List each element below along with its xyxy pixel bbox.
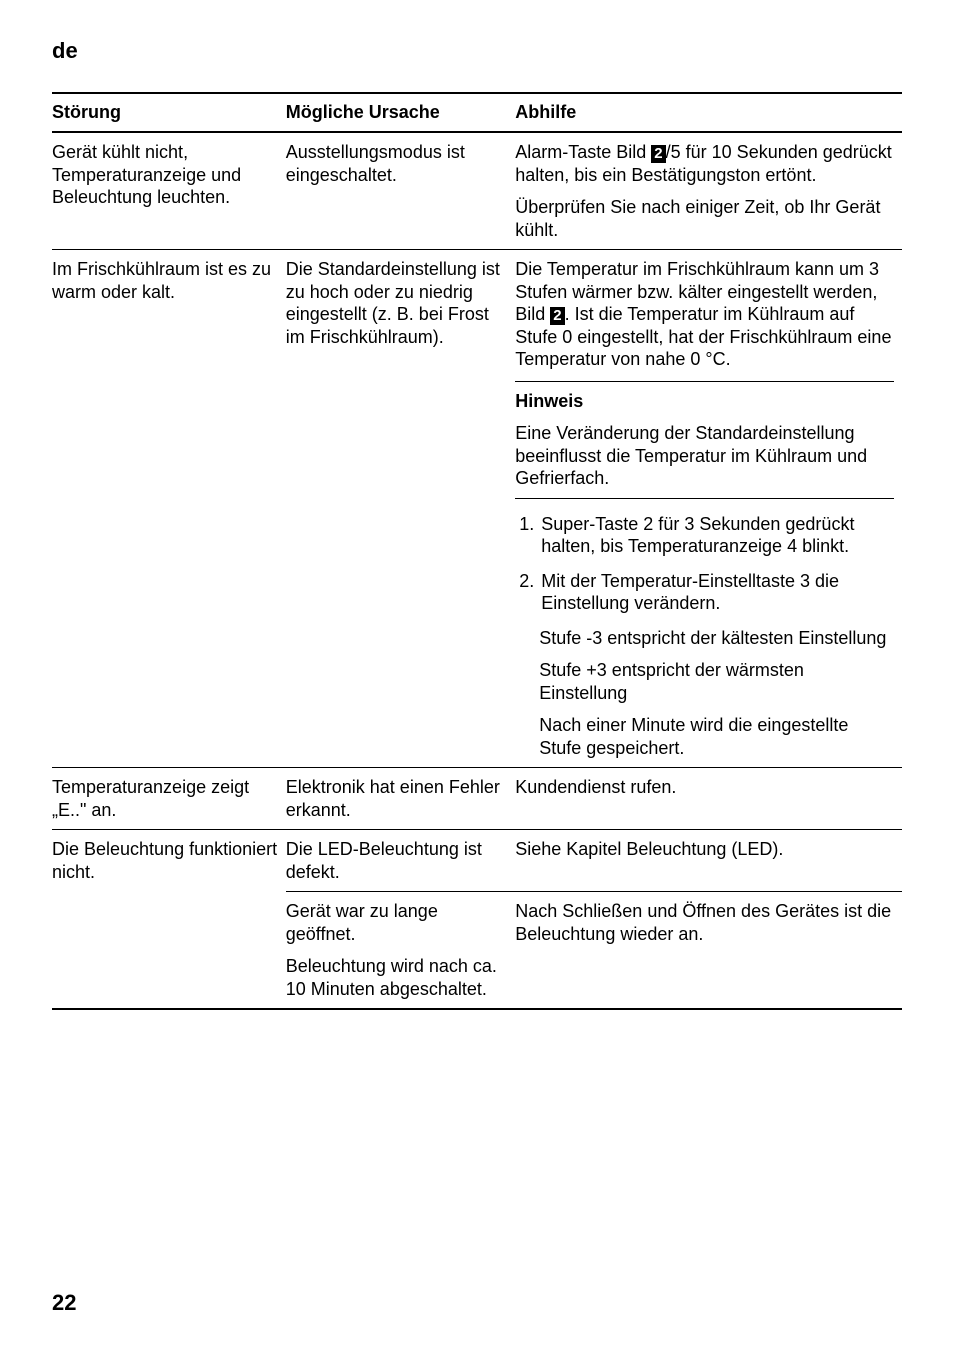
header-ursache: Mögliche Ursache [286,93,516,132]
header-stoerung: Störung [52,93,286,132]
cell-stoerung: Im Frischkühlraum ist es zu warm oder ka… [52,250,286,768]
hinweis-label: Hinweis [515,390,894,413]
cell-abhilfe: Kundendienst rufen. [515,768,902,830]
note-text: Stufe +3 entspricht der wärmsten Einstel… [515,659,894,704]
figure-badge: 2 [651,145,665,163]
header-abhilfe: Abhilfe [515,93,902,132]
text: Beleuchtung wird nach ca. 10 Minuten abg… [286,955,508,1000]
figure-badge: 2 [550,307,564,325]
cell-abhilfe: Die Temperatur im Frischkühlraum kann um… [515,250,902,768]
cell-stoerung: Temperaturanzeige zeigt „E.." an. [52,768,286,830]
cell-ursache: Die LED-Beleuchtung ist defekt. [286,830,516,892]
step-item: Super-Taste 2 für 3 Sekunden gedrückt ha… [539,513,894,558]
text: Gerät war zu lange geöffnet. [286,900,508,945]
cell-stoerung: Die Beleuchtung funktioniert nicht. [52,830,286,1010]
page-number: 22 [52,1290,76,1316]
table-row: Die Beleuchtung funktioniert nicht. Die … [52,830,902,892]
cell-stoerung: Gerät kühlt nicht, Temperaturanzeige und… [52,132,286,250]
cell-abhilfe: Alarm-Taste Bild 2/5 für 10 Sekunden ged… [515,132,902,250]
step-item: Mit der Temperatur-Einstelltaste 3 die E… [539,570,894,615]
language-header: de [52,38,902,64]
cell-ursache: Die Standardeinstellung ist zu hoch oder… [286,250,516,768]
cell-abhilfe: Siehe Kapitel Beleuchtung (LED). [515,830,902,892]
cell-ursache: Gerät war zu lange geöffnet. Beleuchtung… [286,892,516,1010]
table-row: Im Frischkühlraum ist es zu warm oder ka… [52,250,902,768]
cell-ursache: Ausstellungsmodus ist eingeschaltet. [286,132,516,250]
text: . Ist die Temperatur im Kühlraum auf Stu… [515,304,891,369]
table-row: Temperaturanzeige zeigt „E.." an. Elektr… [52,768,902,830]
table-row: Gerät kühlt nicht, Temperaturanzeige und… [52,132,902,250]
table-header-row: Störung Mögliche Ursache Abhilfe [52,93,902,132]
note-text: Stufe -3 entspricht der kältesten Einste… [515,627,894,650]
text: Überprüfen Sie nach einiger Zeit, ob Ihr… [515,196,894,241]
cell-abhilfe: Nach Schließen und Öffnen des Gerätes is… [515,892,902,1010]
note-text: Nach einer Minute wird die eingestellte … [515,714,894,759]
troubleshooting-table: Störung Mögliche Ursache Abhilfe Gerät k… [52,92,902,1010]
steps-list: Super-Taste 2 für 3 Sekunden gedrückt ha… [515,513,894,615]
hinweis-text: Eine Veränderung der Standardeinstellung… [515,422,894,490]
text: Alarm-Taste Bild [515,142,651,162]
cell-ursache: Elektronik hat einen Fehler erkannt. [286,768,516,830]
